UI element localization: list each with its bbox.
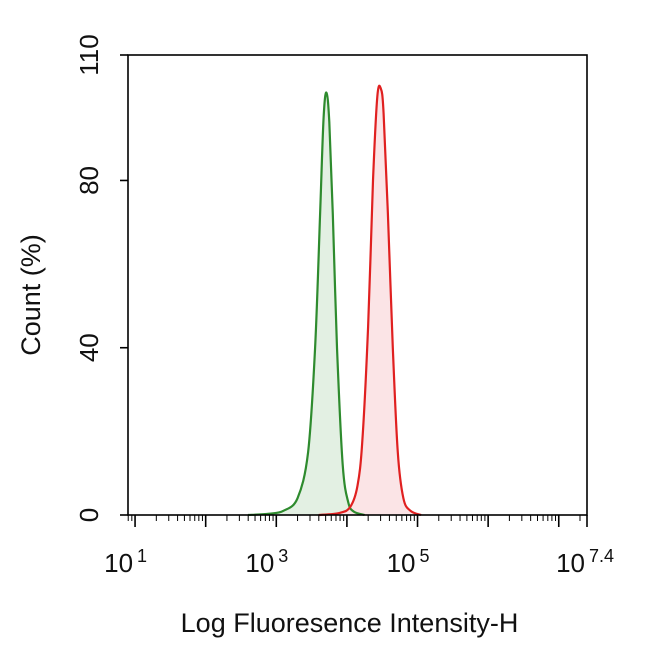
x-tick-label-exponent: 7.4 (589, 546, 614, 566)
y-axis: 0 40 80 110 (74, 34, 128, 522)
x-axis-title: Log Fluoresence Intensity-H (181, 608, 519, 638)
y-tick-label: 110 (74, 34, 104, 75)
x-tick-label-exponent: 1 (137, 546, 147, 566)
x-tick-label-exponent: 5 (420, 546, 430, 566)
x-tick-label-exponent: 3 (278, 546, 288, 566)
x-axis: 10 1 10 3 10 5 10 7.4 (104, 515, 614, 578)
x-tick-label-base: 10 (556, 548, 585, 578)
y-tick-label: 0 (74, 508, 104, 522)
y-tick-label: 80 (74, 166, 104, 195)
series-1-line (247, 91, 365, 517)
series-lines (247, 84, 422, 517)
y-axis-title: Count (%) (16, 234, 46, 356)
x-tick-label-base: 10 (245, 548, 274, 578)
x-tick-label-base: 10 (387, 548, 416, 578)
plot-frame (127, 54, 588, 516)
x-tick-label-base: 10 (104, 548, 133, 578)
series-1-fill (248, 92, 365, 515)
series-2-line (318, 84, 422, 517)
y-tick-label: 40 (74, 333, 104, 362)
